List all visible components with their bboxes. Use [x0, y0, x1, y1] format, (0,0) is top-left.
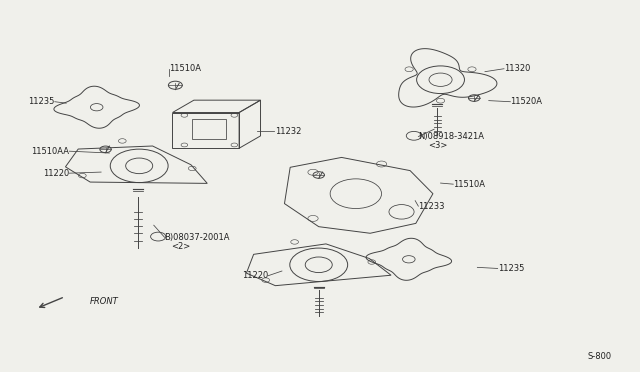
- Text: N)08918-3421A: N)08918-3421A: [419, 132, 484, 141]
- Text: 11520A: 11520A: [510, 97, 542, 106]
- Text: 11232: 11232: [276, 126, 302, 135]
- Text: 11235: 11235: [28, 97, 55, 106]
- Text: 11235: 11235: [498, 264, 524, 273]
- Text: 11233: 11233: [419, 202, 445, 211]
- Text: 11320: 11320: [504, 64, 531, 73]
- Text: 11220: 11220: [43, 169, 69, 178]
- Text: <2>: <2>: [171, 242, 190, 251]
- Text: FRONT: FRONT: [90, 297, 118, 306]
- Text: B)08037-2001A: B)08037-2001A: [164, 233, 230, 242]
- Text: <3>: <3>: [428, 141, 447, 150]
- Text: S-800: S-800: [588, 352, 612, 361]
- Text: 11510A: 11510A: [453, 180, 485, 189]
- Text: 11510A: 11510A: [169, 64, 201, 73]
- Text: 11510AA: 11510AA: [31, 147, 69, 156]
- Text: 11220: 11220: [242, 271, 268, 280]
